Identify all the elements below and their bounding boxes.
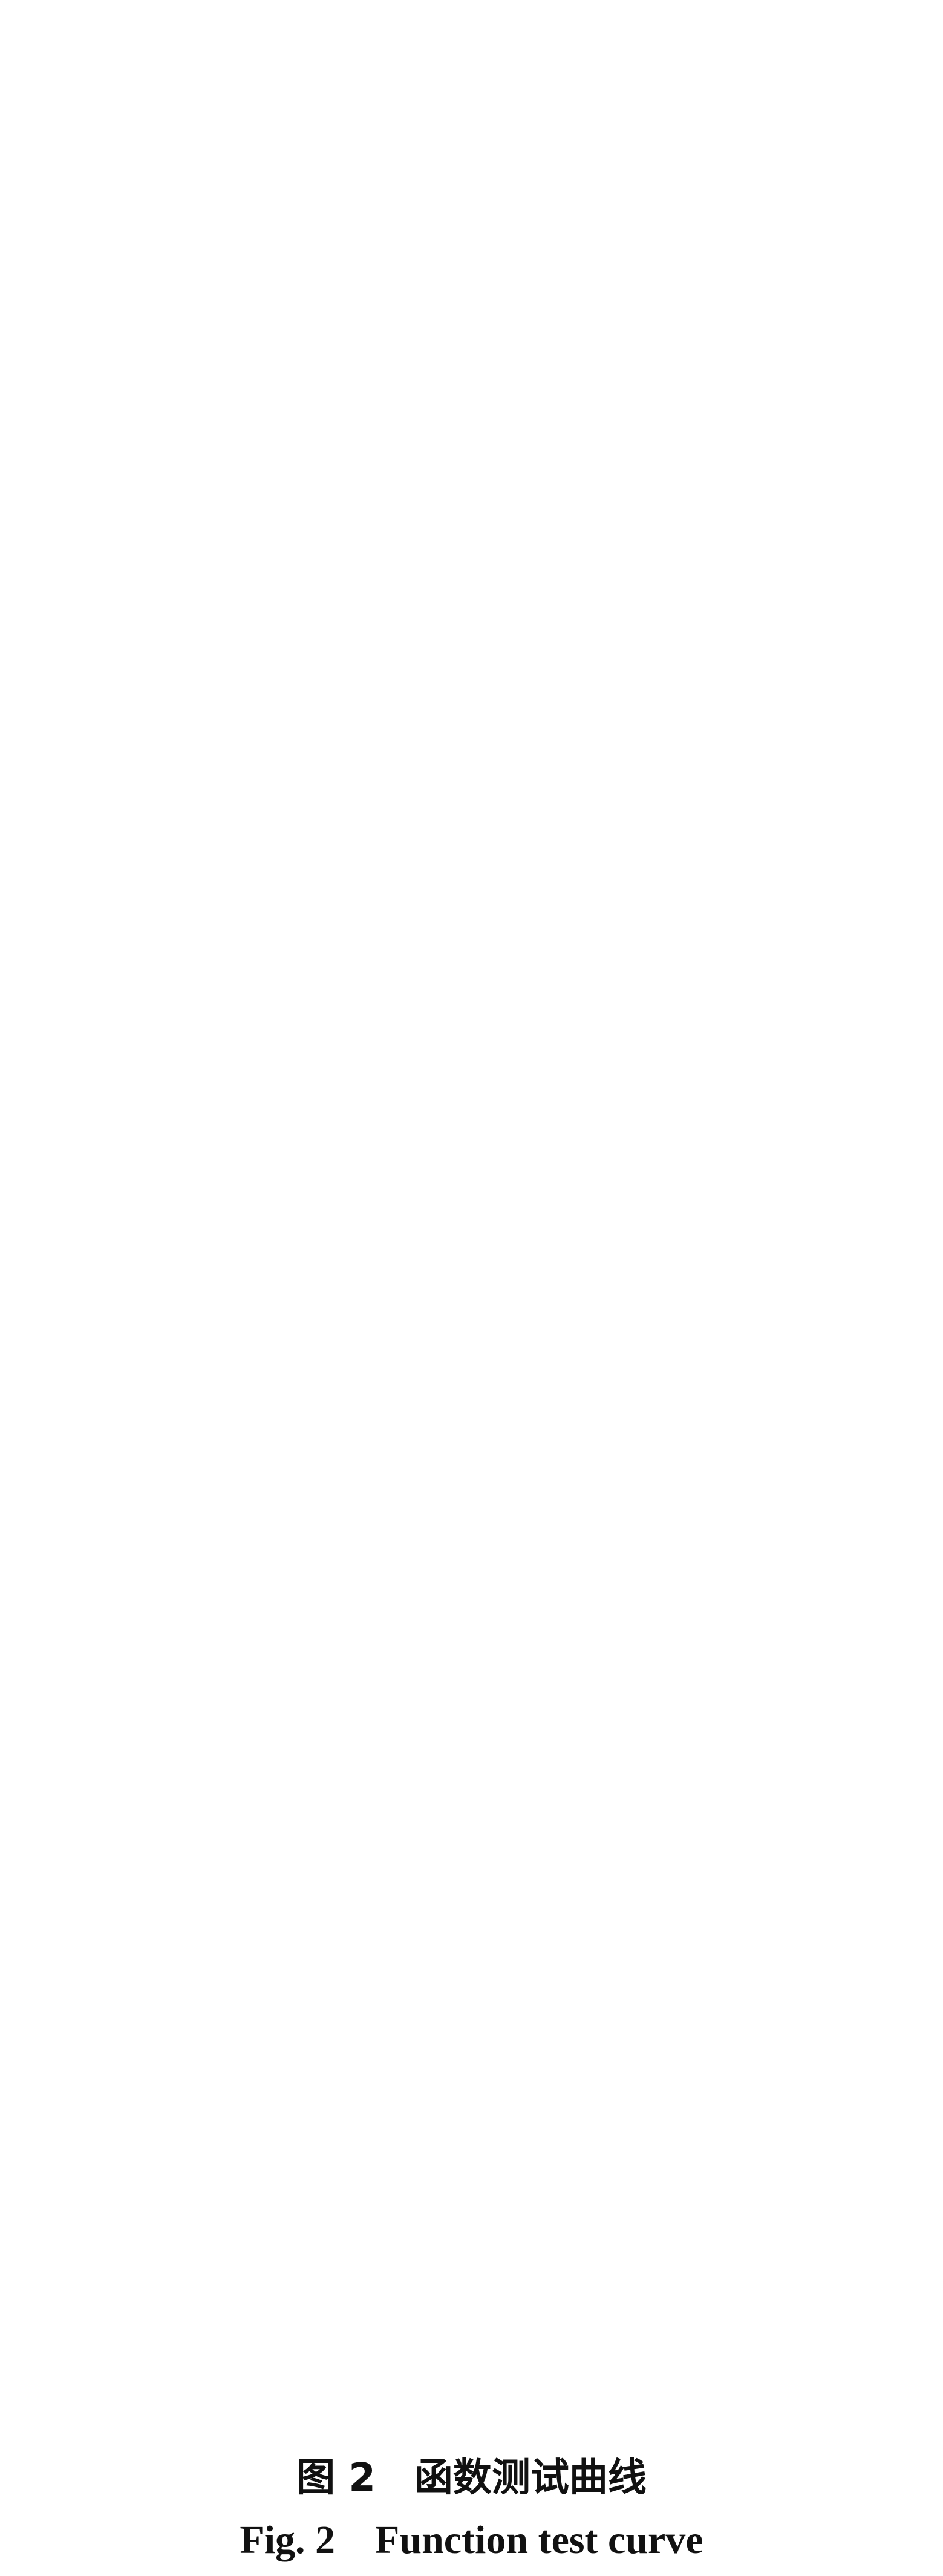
figure-caption-chinese: 图 2 函数测试曲线: [296, 2456, 647, 2500]
figure-caption-english: Fig. 2 Function test curve: [240, 2518, 703, 2562]
